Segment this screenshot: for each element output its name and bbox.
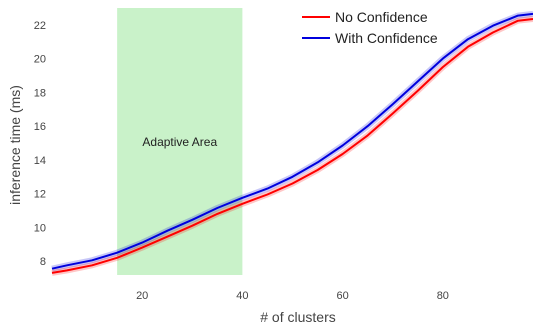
adaptive-area-label: Adaptive Area bbox=[142, 135, 217, 149]
legend-label-with-confidence: With Confidence bbox=[335, 30, 438, 46]
series-line-with-confidence bbox=[51, 12, 533, 270]
y-axis-title: inference time (ms) bbox=[7, 85, 23, 205]
x-axis-title: # of clusters bbox=[260, 309, 335, 325]
y-tick-label: 10 bbox=[34, 222, 46, 234]
legend: No Confidence With Confidence bbox=[302, 9, 438, 46]
x-tick-label: 80 bbox=[437, 290, 449, 302]
x-tick-label: 40 bbox=[236, 290, 248, 302]
y-tick-label: 12 bbox=[34, 189, 46, 201]
y-axis-ticks: 8 10 12 14 16 18 20 22 bbox=[34, 20, 46, 268]
y-tick-label: 8 bbox=[40, 256, 46, 268]
x-axis-ticks: 20 40 60 80 bbox=[136, 290, 449, 302]
y-tick-label: 20 bbox=[34, 54, 46, 66]
series-layer bbox=[51, 10, 533, 276]
series-line-no-confidence bbox=[51, 18, 533, 274]
y-tick-label: 18 bbox=[34, 87, 46, 99]
x-tick-label: 60 bbox=[336, 290, 348, 302]
y-tick-label: 16 bbox=[34, 121, 46, 133]
legend-label-no-confidence: No Confidence bbox=[335, 9, 428, 25]
y-tick-label: 14 bbox=[34, 155, 46, 167]
y-tick-label: 22 bbox=[34, 20, 46, 32]
x-tick-label: 20 bbox=[136, 290, 148, 302]
